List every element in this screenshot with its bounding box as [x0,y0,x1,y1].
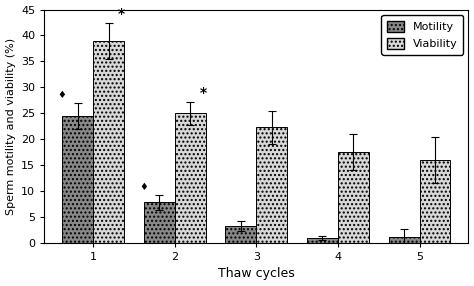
Bar [175,113,206,243]
Bar [144,202,175,243]
Bar [389,237,419,243]
Y-axis label: Sperm motility and viability (%): Sperm motility and viability (%) [6,38,16,215]
Text: ♦: ♦ [139,182,148,192]
Bar [93,41,124,243]
Legend: Motility, Viability: Motility, Viability [382,15,463,55]
Bar [338,152,369,243]
Bar [225,226,256,243]
Bar [419,160,450,243]
Bar [307,238,338,243]
Text: *: * [118,7,125,21]
X-axis label: Thaw cycles: Thaw cycles [218,267,295,281]
Bar [256,127,287,243]
Text: *: * [200,86,207,100]
Text: ♦: ♦ [58,90,66,100]
Bar [62,116,93,243]
